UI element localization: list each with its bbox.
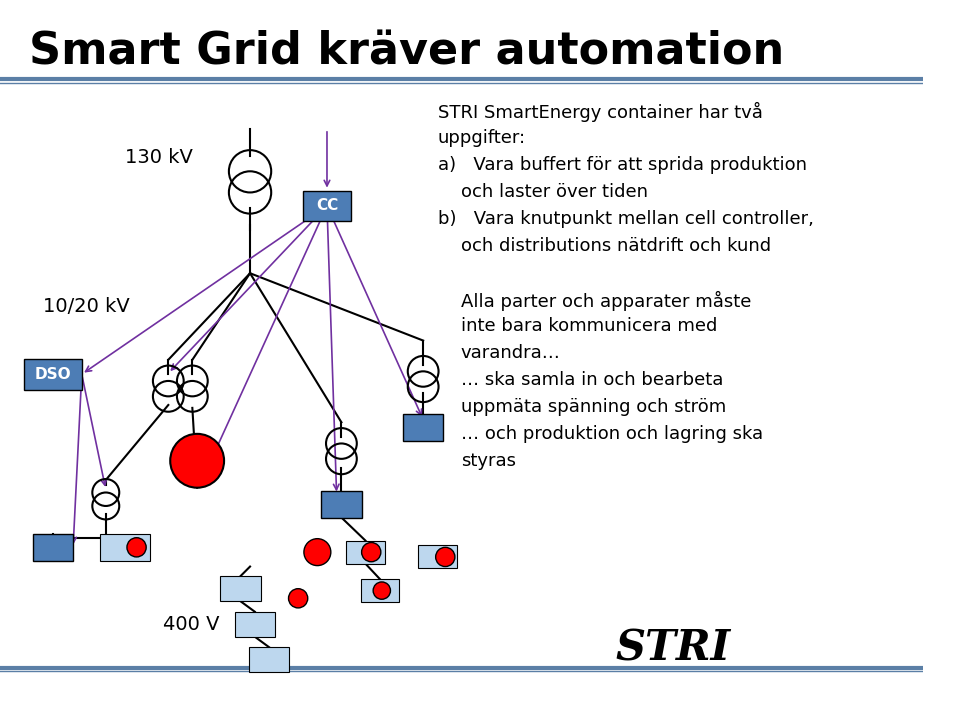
FancyBboxPatch shape xyxy=(303,191,351,221)
Circle shape xyxy=(127,537,146,557)
Circle shape xyxy=(373,582,391,599)
Circle shape xyxy=(436,547,455,566)
Text: och distributions nätdrift och kund: och distributions nätdrift och kund xyxy=(461,237,771,255)
FancyBboxPatch shape xyxy=(100,534,150,561)
Text: 400 V: 400 V xyxy=(163,615,220,634)
Circle shape xyxy=(362,542,381,562)
FancyBboxPatch shape xyxy=(249,647,290,672)
Text: varandra…: varandra… xyxy=(461,345,561,362)
Text: Alla parter och apparater måste: Alla parter och apparater måste xyxy=(461,291,751,311)
Text: STRI SmartEnergy container har två: STRI SmartEnergy container har två xyxy=(438,102,762,122)
Text: DSO: DSO xyxy=(35,367,71,381)
Circle shape xyxy=(170,434,224,488)
FancyBboxPatch shape xyxy=(322,491,362,518)
FancyBboxPatch shape xyxy=(33,534,73,561)
Circle shape xyxy=(289,588,308,608)
Circle shape xyxy=(304,539,331,566)
FancyBboxPatch shape xyxy=(347,540,385,564)
Text: Smart Grid kräver automation: Smart Grid kräver automation xyxy=(29,31,784,74)
Text: 130 kV: 130 kV xyxy=(125,148,193,167)
Text: och laster över tiden: och laster över tiden xyxy=(461,183,648,201)
FancyBboxPatch shape xyxy=(24,359,82,390)
Text: b)   Vara knutpunkt mellan cell controller,: b) Vara knutpunkt mellan cell controller… xyxy=(438,210,813,228)
Text: … och produktion och lagring ska: … och produktion och lagring ska xyxy=(461,425,763,443)
FancyBboxPatch shape xyxy=(419,545,457,569)
Text: uppgifter:: uppgifter: xyxy=(438,129,526,147)
Text: inte bara kommunicera med: inte bara kommunicera med xyxy=(461,318,717,335)
Text: uppmäta spänning och ström: uppmäta spänning och ström xyxy=(461,398,726,416)
Text: a)   Vara buffert för att sprida produktion: a) Vara buffert för att sprida produktio… xyxy=(438,156,806,174)
Text: 10/20 kV: 10/20 kV xyxy=(43,297,130,316)
Text: CC: CC xyxy=(316,199,338,213)
FancyBboxPatch shape xyxy=(220,576,260,601)
FancyBboxPatch shape xyxy=(361,579,399,602)
FancyBboxPatch shape xyxy=(403,413,444,440)
Text: styras: styras xyxy=(461,452,516,470)
FancyBboxPatch shape xyxy=(234,612,276,637)
Text: STRI: STRI xyxy=(615,627,731,669)
Text: … ska samla in och bearbeta: … ska samla in och bearbeta xyxy=(461,372,723,389)
